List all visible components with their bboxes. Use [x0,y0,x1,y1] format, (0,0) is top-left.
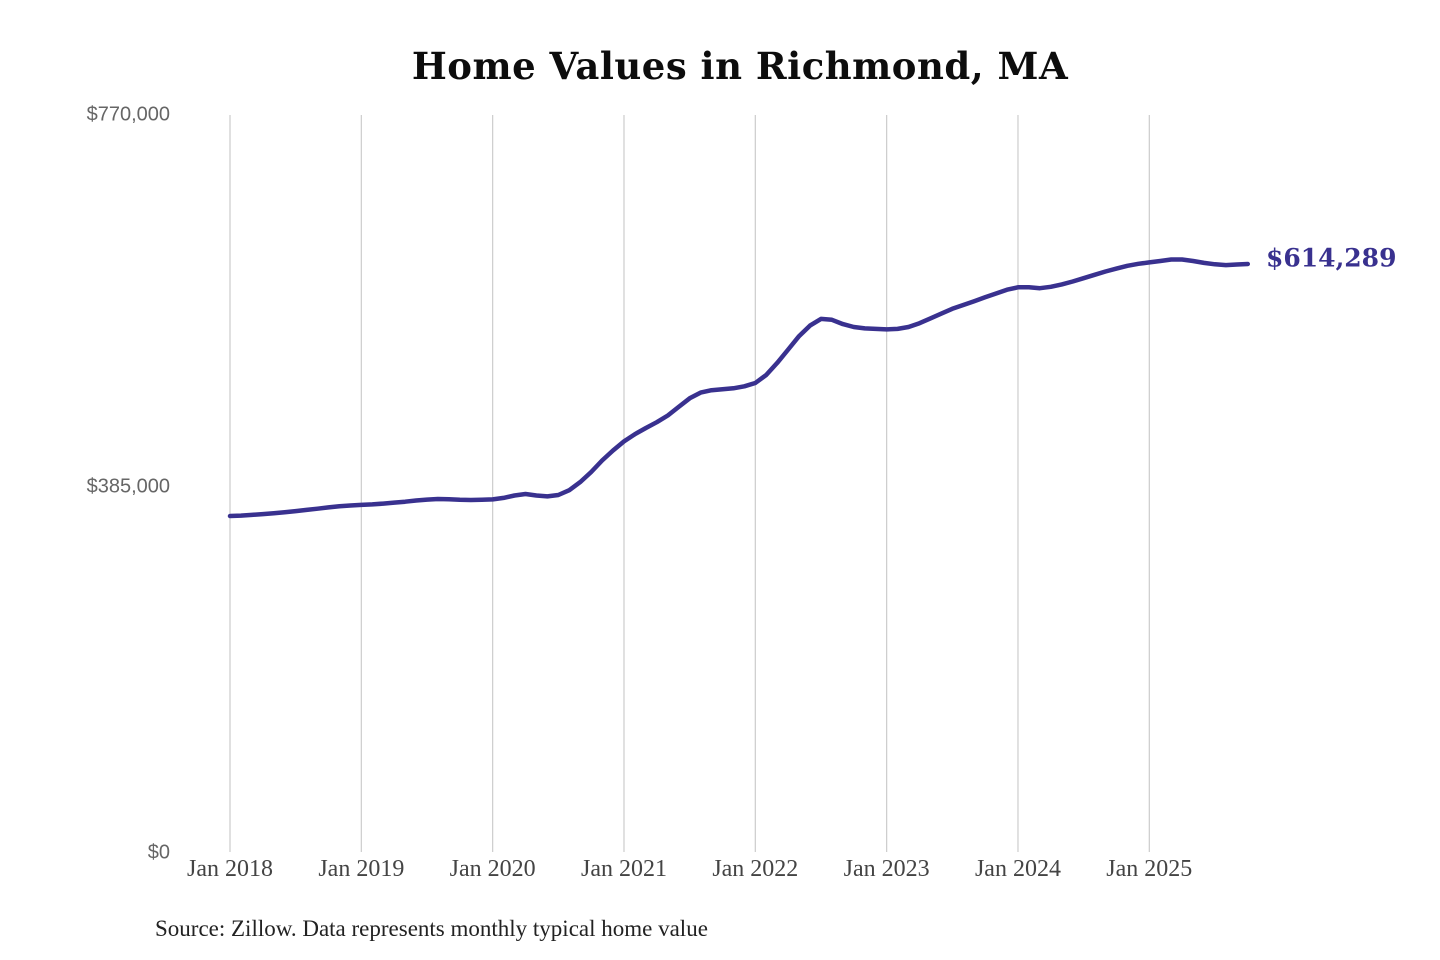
latest-value-label: $614,289 [1266,243,1397,273]
x-tick-label-jan-2021: Jan 2021 [580,856,667,882]
y-tick-label-770000: $770,000 [86,103,170,126]
x-tick-label-jan-2024: Jan 2024 [974,856,1061,882]
x-tick-label-jan-2022: Jan 2022 [712,856,799,882]
home-value-line [227,257,1251,519]
source-note: Source: Zillow. Data represents monthly … [155,916,708,941]
x-tick-label-jan-2018: Jan 2018 [187,856,273,882]
chart-title: Home Values in Richmond, MA [411,44,1069,88]
x-tick-label-jan-2023: Jan 2023 [843,856,930,882]
x-tick-label-jan-2019: Jan 2019 [318,856,405,882]
x-tick-label-jan-2020: Jan 2020 [449,856,536,882]
y-tick-label-385000: $385,000 [86,475,170,498]
y-tick-label-0: $0 [147,841,170,864]
x-tick-label-jan-2025: Jan 2025 [1106,856,1193,882]
